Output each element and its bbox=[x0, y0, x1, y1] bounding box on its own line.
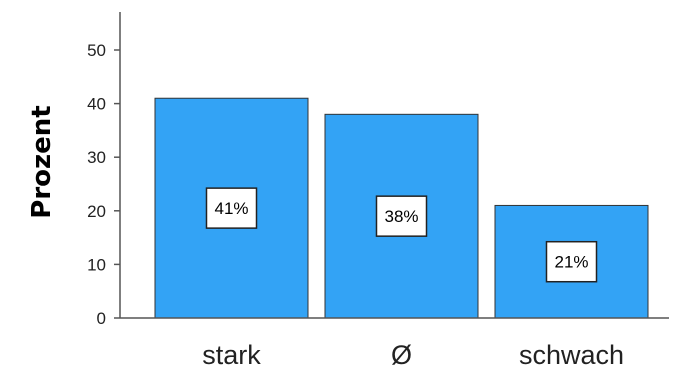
data-label: 21% bbox=[554, 253, 588, 272]
x-tick-label: stark bbox=[202, 340, 261, 370]
bars: 41% 38% 21% bbox=[154, 97, 649, 319]
data-label: 41% bbox=[214, 199, 248, 218]
y-axis-title: Prozent bbox=[27, 105, 57, 218]
x-tick-label: schwach bbox=[519, 340, 624, 370]
y-tick-label: 10 bbox=[87, 255, 106, 274]
y-tick-label: 50 bbox=[87, 41, 106, 60]
x-tick-label: Ø bbox=[391, 340, 412, 370]
y-axis-ticks: 0 10 20 30 40 50 bbox=[87, 41, 120, 328]
y-tick-label: 30 bbox=[87, 148, 106, 167]
data-label: 38% bbox=[384, 207, 418, 226]
data-label-box bbox=[375, 195, 428, 237]
y-tick-label: 20 bbox=[87, 202, 106, 221]
y-tick-label: 0 bbox=[97, 309, 106, 328]
data-label-box bbox=[205, 187, 258, 229]
data-label-box bbox=[545, 240, 598, 283]
y-tick-label: 40 bbox=[87, 95, 106, 114]
